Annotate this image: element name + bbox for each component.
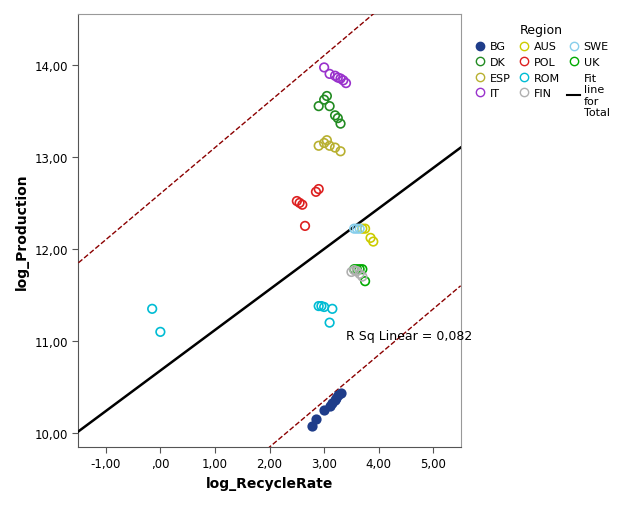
Point bbox=[352, 225, 362, 233]
Point bbox=[333, 74, 343, 82]
Point bbox=[333, 115, 343, 123]
Point bbox=[319, 96, 329, 105]
Point bbox=[314, 142, 324, 150]
Point bbox=[324, 103, 334, 111]
Point bbox=[322, 93, 332, 101]
Point bbox=[324, 71, 334, 79]
Point bbox=[365, 234, 375, 242]
Point bbox=[324, 142, 334, 150]
Point bbox=[341, 80, 351, 88]
Point bbox=[300, 222, 310, 230]
Point bbox=[297, 201, 307, 210]
Point bbox=[316, 302, 326, 311]
Point bbox=[319, 64, 329, 72]
Point bbox=[333, 391, 343, 399]
Point bbox=[330, 112, 340, 120]
Point bbox=[327, 305, 338, 313]
Point bbox=[346, 268, 357, 276]
Point bbox=[322, 137, 332, 145]
Point bbox=[307, 422, 317, 430]
Point bbox=[292, 197, 302, 206]
Point bbox=[369, 238, 379, 246]
Point bbox=[324, 401, 334, 410]
Point bbox=[357, 266, 367, 274]
Point bbox=[330, 396, 340, 405]
Point bbox=[336, 120, 346, 128]
Point bbox=[155, 328, 165, 336]
Point bbox=[336, 75, 346, 83]
Point bbox=[355, 270, 365, 278]
Point bbox=[360, 225, 370, 233]
Point bbox=[357, 273, 367, 281]
Point bbox=[311, 188, 321, 196]
Point bbox=[355, 225, 365, 233]
Y-axis label: log_Production: log_Production bbox=[15, 173, 29, 289]
Point bbox=[336, 148, 346, 156]
Point bbox=[336, 389, 346, 397]
Point bbox=[338, 77, 348, 85]
Point bbox=[311, 416, 321, 424]
X-axis label: log_RecycleRate: log_RecycleRate bbox=[206, 476, 333, 490]
Point bbox=[355, 266, 365, 274]
Point bbox=[330, 144, 340, 153]
Point bbox=[357, 225, 367, 233]
Point bbox=[295, 199, 305, 208]
Point bbox=[319, 407, 329, 415]
Point bbox=[349, 266, 359, 274]
Text: R Sq Linear = 0,082: R Sq Linear = 0,082 bbox=[346, 329, 472, 342]
Point bbox=[330, 73, 340, 81]
Point bbox=[314, 103, 324, 111]
Point bbox=[331, 394, 341, 402]
Point bbox=[314, 186, 324, 194]
Point bbox=[319, 140, 329, 148]
Point bbox=[352, 266, 362, 274]
Point bbox=[314, 302, 324, 311]
Legend: BG, DK, ESP, IT, AUS, POL, ROM, FIN, SWE, UK, Fit
line
for
Total: BG, DK, ESP, IT, AUS, POL, ROM, FIN, SWE… bbox=[470, 21, 613, 121]
Point bbox=[324, 319, 334, 327]
Point bbox=[349, 225, 359, 233]
Point bbox=[352, 268, 362, 276]
Point bbox=[327, 399, 338, 407]
Point bbox=[147, 305, 157, 313]
Point bbox=[319, 304, 329, 312]
Point bbox=[349, 267, 359, 275]
Point bbox=[360, 278, 370, 286]
